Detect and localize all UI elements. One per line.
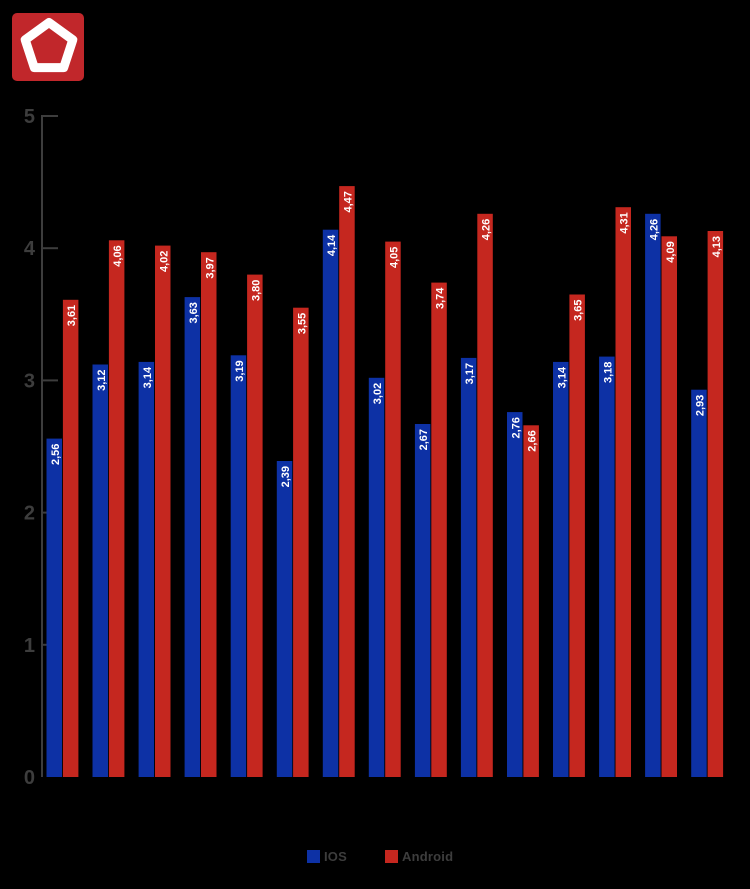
bar-android-9	[431, 282, 447, 777]
bar-chart: 0 1 2 3 4 5 2,56 3,12 3,14 3,63 3,19 2,39 4,14 3,02 2,…	[24, 106, 724, 789]
bar-value-label-ios-5: 3,19	[234, 360, 246, 381]
bar-ios-5	[230, 355, 247, 777]
y-tick-label-4: 4	[24, 238, 36, 260]
bar-value-label-android-14: 4,09	[665, 241, 677, 262]
bar-ios-10	[460, 357, 477, 777]
bar-value-label-ios-8: 3,02	[372, 383, 384, 404]
bar-value-label-ios-2: 3,12	[96, 370, 108, 391]
bar-ios-2	[92, 364, 108, 777]
bar-value-label-android-7: 4,47	[342, 191, 354, 212]
bar-value-label-android-13: 4,31	[619, 212, 631, 233]
bar-value-label-android-8: 4,05	[389, 247, 401, 268]
bar-ios-13	[599, 356, 615, 777]
bar-value-label-android-10: 4,26	[481, 219, 493, 240]
bar-value-label-ios-9: 2,67	[418, 429, 430, 450]
bar-android-15	[707, 231, 724, 777]
bar-android-12	[569, 294, 585, 777]
bar-android-8	[385, 241, 401, 778]
bar-value-label-android-9: 3,74	[435, 287, 447, 309]
legend-item-android: Android	[385, 846, 453, 866]
bar-value-label-ios-14: 4,26	[648, 219, 660, 240]
bar-value-label-android-11: 2,66	[527, 430, 539, 451]
y-tick-label-5: 5	[24, 106, 35, 128]
android-legend-label: Android	[402, 848, 454, 864]
bar-android-6	[293, 307, 309, 777]
chart-legend: IOS Android	[0, 846, 750, 866]
y-tick-label-1: 1	[24, 635, 35, 657]
bar-ios-9	[414, 424, 431, 777]
bar-android-14	[661, 236, 677, 778]
bar-value-label-ios-10: 3,17	[464, 363, 476, 384]
bar-ios-11	[507, 412, 523, 777]
bar-value-label-android-12: 3,65	[573, 300, 585, 321]
bar-value-label-android-6: 3,55	[296, 313, 308, 334]
y-axis-line	[41, 115, 43, 777]
bar-ios-1	[46, 438, 62, 777]
bar-ios-3	[138, 361, 155, 777]
bar-value-label-ios-13: 3,18	[602, 362, 614, 383]
bar-value-label-android-3: 4,02	[158, 251, 170, 272]
bar-ios-7	[322, 229, 339, 777]
bar-value-label-android-1: 3,61	[66, 305, 78, 326]
bar-ios-8	[368, 377, 385, 777]
ios-legend-swatch	[307, 849, 320, 863]
bar-value-label-ios-6: 2,39	[280, 466, 292, 487]
bar-value-label-ios-7: 4,14	[326, 234, 338, 256]
bar-android-10	[477, 213, 493, 778]
bar-value-label-ios-4: 3,63	[188, 302, 200, 323]
bar-ios-12	[553, 361, 569, 777]
bar-value-label-android-4: 3,97	[204, 257, 216, 278]
legend-item-ios: IOS	[307, 846, 347, 866]
pentagon-icon	[20, 18, 78, 73]
bar-ios-15	[691, 389, 707, 777]
bar-android-13	[615, 207, 631, 777]
bar-android-3	[155, 245, 171, 778]
bar-ios-4	[184, 297, 201, 777]
bar-value-label-ios-1: 2,56	[50, 444, 62, 465]
y-tick-label-0: 0	[24, 767, 35, 789]
y-tick-5	[41, 115, 58, 117]
y-tick-3	[41, 379, 58, 382]
app-logo	[12, 13, 84, 81]
bar-value-label-ios-15: 2,93	[694, 395, 706, 416]
bar-android-4	[201, 252, 217, 777]
bar-value-label-android-2: 4,06	[112, 245, 124, 266]
bar-android-5	[247, 274, 263, 777]
bar-android-11	[523, 425, 539, 777]
bar-value-label-ios-11: 2,76	[510, 417, 522, 438]
y-tick-label-3: 3	[24, 370, 35, 392]
bar-ios-6	[276, 461, 293, 777]
y-tick-label-2: 2	[24, 503, 35, 525]
bar-android-7	[339, 186, 355, 778]
bar-ios-14	[645, 213, 661, 778]
ios-legend-label: IOS	[324, 848, 347, 864]
y-tick-4	[41, 247, 58, 250]
android-legend-swatch	[385, 849, 398, 863]
bar-value-label-ios-12: 3,14	[556, 366, 568, 388]
bar-value-label-ios-3: 3,14	[142, 366, 154, 388]
bar-android-1	[62, 299, 79, 777]
bar-value-label-android-5: 3,80	[250, 280, 262, 301]
bar-value-label-android-15: 4,13	[711, 236, 723, 257]
bar-android-2	[108, 240, 125, 778]
